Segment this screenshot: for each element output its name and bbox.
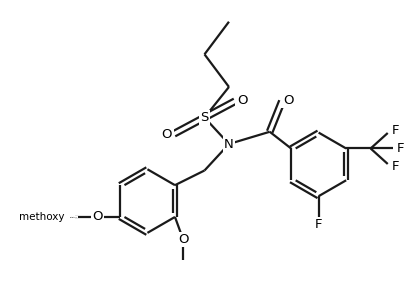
Text: methoxy: methoxy: [72, 216, 78, 218]
Text: F: F: [391, 124, 399, 137]
Text: F: F: [397, 142, 404, 155]
Text: S: S: [200, 111, 209, 124]
Text: F: F: [391, 160, 399, 173]
Text: O: O: [162, 128, 172, 141]
Text: N: N: [224, 137, 234, 151]
Text: O: O: [92, 211, 103, 223]
Text: F: F: [315, 218, 322, 231]
Text: O: O: [283, 94, 293, 107]
Text: O: O: [178, 233, 189, 246]
Text: methoxy: methoxy: [70, 216, 76, 218]
Text: O: O: [237, 94, 247, 107]
Text: methoxy: methoxy: [19, 212, 65, 222]
